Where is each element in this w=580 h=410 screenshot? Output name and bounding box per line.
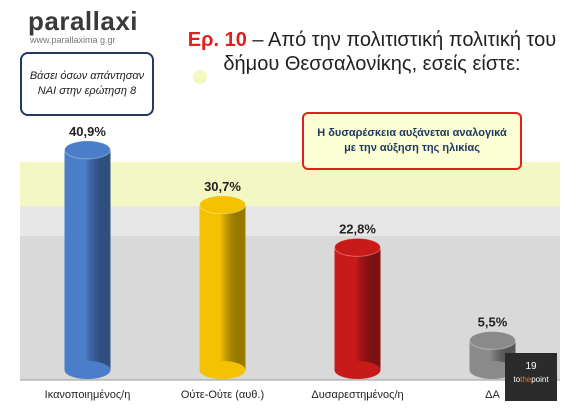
category-label: ΔΑ: [485, 389, 500, 401]
insight-note-box: Η δυσαρέσκεια αυξάνεται αναλογικά με την…: [302, 112, 522, 170]
brand-suffix: point: [531, 375, 549, 384]
question-text: – Από την πολιτιστική πολιτική του δήμου…: [223, 29, 557, 75]
value-label: 5,5%: [478, 314, 508, 329]
page-badge: 19 tothepoint: [505, 353, 557, 401]
value-label: 40,9%: [69, 124, 106, 139]
value-label: 30,7%: [204, 179, 241, 194]
bar-shade: [64, 149, 111, 370]
logo-url: www.parallaxima g.gr: [30, 35, 116, 45]
bar-top: [64, 140, 111, 160]
decorative-dot: [193, 70, 207, 84]
bar-top: [469, 330, 516, 350]
bar-1: [64, 140, 111, 379]
category-label: Δυσαρεστημένος/η: [311, 389, 403, 401]
chart-title: Ερ. 10 – Από την πολιτιστική πολιτική το…: [180, 28, 564, 76]
value-label: 22,8%: [339, 221, 376, 236]
page-number: 19: [525, 361, 537, 372]
bar-shade: [334, 247, 381, 370]
logo: parallaxi www.parallaxima g.gr: [28, 8, 138, 45]
basis-note-box: Βάσει όσων απάντησαν ΝΑΙ στην ερώτηση 8: [20, 52, 154, 116]
bar-top: [199, 195, 246, 215]
labels: 40,9% Ικανοποιημένος/η 30,7% Ούτε-Ούτε (αυθ…: [45, 124, 508, 401]
category-label: Ικανοποιημένος/η: [45, 389, 131, 401]
logo-name: parallaxi: [28, 6, 139, 36]
brand-accent: the: [520, 375, 532, 384]
chart-floor: [20, 236, 560, 380]
insight-note: Η δυσαρέσκεια αυξάνεται αναλογικά με την…: [317, 127, 507, 154]
bar-base: [199, 361, 246, 379]
brand-prefix: to: [513, 375, 521, 384]
bar-base: [334, 361, 381, 379]
bar-2: [199, 195, 246, 379]
bar-shade: [199, 204, 246, 370]
brand-logo: tothepoint: [505, 375, 557, 384]
basis-note: Βάσει όσων απάντησαν ΝΑΙ στην ερώτηση 8: [29, 70, 145, 97]
question-number: Ερ. 10: [187, 29, 247, 51]
bar-3: [334, 237, 381, 379]
bar-base: [64, 361, 111, 379]
bar-base: [469, 361, 516, 379]
bar-top: [334, 237, 381, 257]
bars: [64, 140, 516, 379]
category-label: Ούτε-Ούτε (αυθ.): [181, 389, 264, 401]
